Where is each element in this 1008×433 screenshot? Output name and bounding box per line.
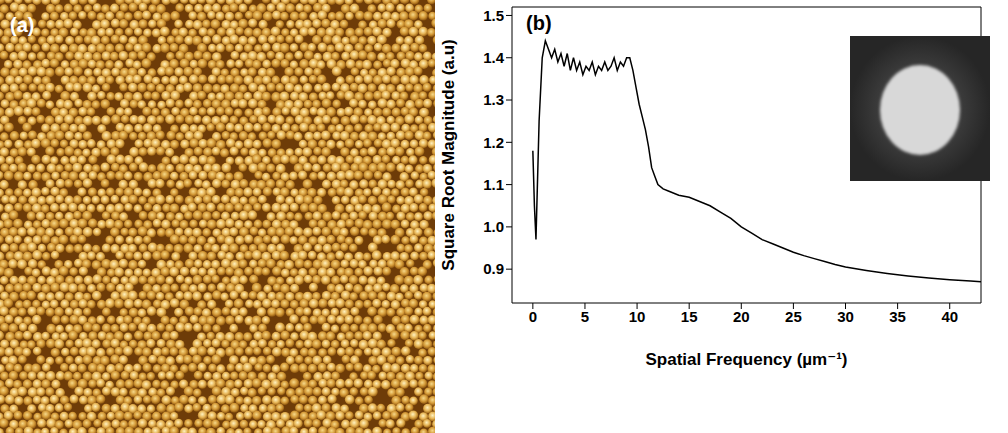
svg-text:(a): (a) <box>10 14 34 36</box>
svg-text:1.3: 1.3 <box>483 91 504 108</box>
svg-text:40: 40 <box>941 308 958 325</box>
html-text:(b): (b) <box>526 12 552 34</box>
svg-text:10: 10 <box>629 308 646 325</box>
svg-text:20: 20 <box>733 308 750 325</box>
svg-text:0: 0 <box>529 308 537 325</box>
svg-text:0.9: 0.9 <box>483 260 504 277</box>
svg-text:1.5: 1.5 <box>483 7 504 24</box>
svg-text:1.4: 1.4 <box>483 49 505 66</box>
svg-text:25: 25 <box>785 308 802 325</box>
svg-text:Spatial Frequency (µm⁻¹): Spatial Frequency (µm⁻¹) <box>645 350 847 369</box>
svg-text:35: 35 <box>889 308 906 325</box>
svg-text:1.1: 1.1 <box>483 176 504 193</box>
svg-text:1.2: 1.2 <box>483 134 504 151</box>
svg-text:Square Root Magnitude (a.u): Square Root Magnitude (a.u) <box>440 39 458 270</box>
svg-text:30: 30 <box>837 308 854 325</box>
svg-text:15: 15 <box>681 308 698 325</box>
svg-text:5: 5 <box>581 308 589 325</box>
svg-text:1.0: 1.0 <box>483 218 504 235</box>
